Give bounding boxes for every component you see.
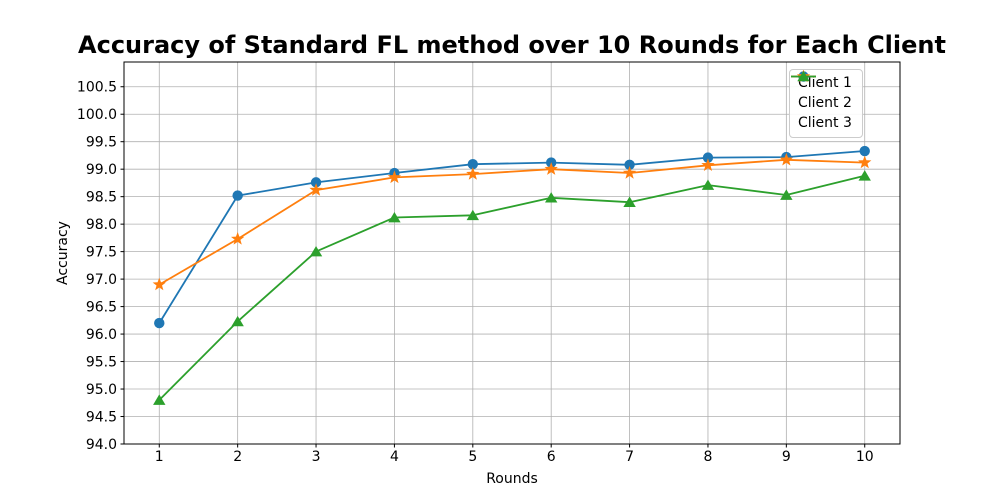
data-point-marker-circle — [154, 317, 165, 329]
x-tick-label: 7 — [625, 449, 634, 465]
series-line — [158, 150, 866, 325]
data-point-marker-triangle — [388, 211, 401, 223]
series-client-3 — [153, 170, 871, 405]
data-point-marker-triangle — [153, 394, 166, 405]
data-series — [152, 145, 872, 405]
y-tick-label: 94.5 — [86, 409, 117, 425]
data-point-marker-triangle — [231, 315, 244, 327]
data-point-marker-circle — [232, 190, 243, 201]
y-tick-label: 98.5 — [86, 189, 117, 205]
data-point-marker-star — [387, 170, 402, 184]
data-point-marker-triangle — [797, 70, 810, 82]
gridlines — [124, 62, 900, 445]
series-line — [158, 174, 866, 401]
y-tick-label: 100.0 — [77, 107, 117, 123]
data-point-marker-star — [309, 183, 323, 196]
y-tick-label: 97.0 — [86, 272, 117, 288]
axis-ticks: 94.0 94.5 95.0 95.5 96.0 96.5 97.0 97.5 98.0 98.5… — [77, 80, 874, 465]
data-point-marker-triangle — [623, 196, 636, 207]
x-tick-label: 4 — [390, 449, 399, 465]
y-tick-label: 96.0 — [86, 327, 117, 343]
data-point-marker-star — [466, 167, 480, 180]
data-point-marker-circle — [859, 145, 870, 157]
x-axis-label: Rounds — [486, 471, 538, 487]
x-tick-label: 9 — [782, 449, 791, 465]
data-point-marker-triangle — [780, 189, 793, 200]
x-tick-label: 1 — [155, 449, 164, 465]
data-point-marker-circle — [702, 152, 714, 163]
data-point-marker-star — [701, 158, 715, 171]
data-point-marker-triangle — [858, 170, 871, 181]
data-point-marker-star — [544, 162, 558, 175]
data-point-marker-star — [858, 155, 872, 169]
data-point-marker-star — [622, 166, 637, 179]
legend-item-client-3: Client 3 — [791, 70, 852, 131]
plot-frame — [123, 61, 901, 445]
legend: Client 1 Client 2 Client 3 — [789, 69, 863, 138]
legend-label: Client 1 — [798, 75, 852, 91]
data-point-marker-circle — [310, 177, 322, 188]
y-tick-label: 96.5 — [86, 299, 117, 315]
y-tick-label: 98.0 — [86, 217, 117, 233]
data-point-marker-star — [152, 277, 166, 291]
x-tick-label: 5 — [468, 449, 477, 465]
chart-title: Accuracy of Standard FL method over 10 R… — [78, 31, 946, 59]
y-tick-label: 100.5 — [77, 80, 117, 96]
legend-label: Client 2 — [798, 95, 852, 111]
legend-item-client-2: Client 2 — [791, 70, 852, 111]
x-tick-label: 2 — [233, 449, 242, 465]
data-point-marker-star — [779, 152, 793, 166]
data-point-marker-triangle — [544, 192, 558, 203]
y-tick-label: 95.5 — [86, 354, 117, 370]
y-tick-label: 99.0 — [86, 162, 117, 178]
y-axis-label: Accuracy — [55, 221, 71, 285]
x-tick-label: 8 — [703, 449, 712, 465]
data-point-marker-circle — [467, 159, 479, 170]
data-point-marker-circle — [624, 159, 635, 170]
series-client-2 — [152, 152, 872, 291]
x-tick-label: 10 — [856, 449, 874, 465]
x-tick-label: 3 — [312, 449, 321, 465]
y-tick-label: 95.0 — [86, 382, 117, 398]
legend-label: Client 3 — [798, 115, 852, 131]
y-tick-label: 94.0 — [86, 437, 117, 453]
data-point-marker-triangle — [701, 179, 715, 190]
series-line — [158, 158, 866, 286]
legend-sample-line-triangle-icon — [791, 70, 816, 82]
x-tick-label: 6 — [547, 449, 556, 465]
data-point-marker-triangle — [309, 246, 323, 257]
y-tick-label: 97.5 — [86, 244, 117, 260]
data-point-marker-triangle — [466, 209, 480, 221]
data-point-marker-star — [231, 231, 245, 245]
y-tick-label: 99.5 — [86, 134, 117, 150]
